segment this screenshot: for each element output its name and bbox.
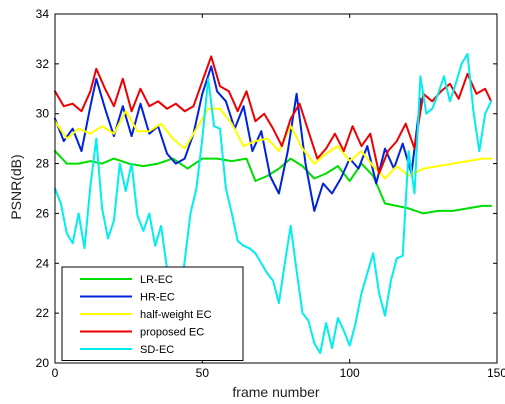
- series-line-0: [54, 150, 493, 215]
- legend: LR-EC HR-EC half-weight EC proposed EC SD-EC: [61, 266, 244, 361]
- legend-label-1: HR-EC: [140, 292, 175, 304]
- series-line-4: [54, 52, 493, 354]
- y-tick-label-5: 30: [36, 107, 50, 121]
- y-tick-label-0: 20: [36, 356, 50, 370]
- axes-frame: [54, 13, 498, 364]
- tick-labels: 0 50 100 150 20 22 24 26 28 30 32 34: [36, 7, 505, 380]
- series-line-2: [54, 107, 493, 180]
- x-axis-label: frame number: [232, 384, 319, 400]
- y-tick-label-6: 32: [36, 57, 50, 71]
- legend-label-2: half-weight EC: [140, 309, 212, 321]
- y-tick-label-2: 24: [36, 256, 50, 270]
- legend-label-3: proposed EC: [140, 327, 204, 339]
- axes: [54, 13, 498, 364]
- x-tick-label-0: 0: [52, 366, 59, 380]
- x-tick-label-2: 100: [340, 366, 360, 380]
- series-line-3: [54, 55, 493, 175]
- legend-label-4: SD-EC: [140, 344, 174, 356]
- y-tick-label-3: 26: [36, 206, 50, 220]
- x-tick-label-1: 50: [196, 366, 210, 380]
- series-layer: [54, 52, 493, 354]
- legend-label-0: LR-EC: [140, 274, 173, 286]
- x-tick-label-3: 150: [487, 366, 505, 380]
- y-axis-label: PSNR(dB): [8, 154, 24, 219]
- y-tick-label-4: 28: [36, 157, 50, 171]
- y-tick-label-7: 34: [36, 7, 50, 21]
- y-tick-label-1: 22: [36, 306, 50, 320]
